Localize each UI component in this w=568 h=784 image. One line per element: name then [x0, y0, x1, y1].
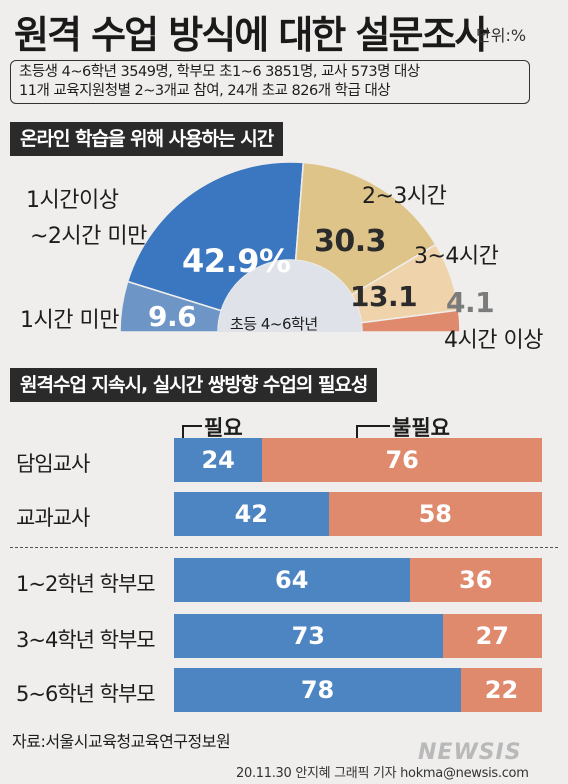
bar-segment-noneed: 22 [461, 668, 542, 712]
bar-segment-need: 73 [174, 614, 443, 658]
stacked-bar-row: 78 22 [174, 668, 542, 712]
stacked-bar-row: 42 58 [174, 492, 542, 536]
bar-row-label: 교과교사 [16, 506, 90, 530]
value-label-over4h: 4.1 [446, 286, 495, 319]
bar-row-label: 5~6학년 학부모 [16, 682, 156, 706]
donut-center [218, 260, 362, 332]
newsis-watermark: NEWSIS [418, 740, 522, 765]
label-3to4h: 3~4시간 [414, 244, 499, 269]
page-title: 원격 수업 방식에 대한 설문조사 [14, 13, 489, 57]
section-heading-realtime-need: 원격수업 지속시, 실시간 쌍방향 수업의 필요성 [10, 368, 378, 402]
bar-segment-need: 64 [174, 558, 410, 602]
legend-need-line-h [182, 425, 202, 427]
stacked-bar-row: 64 36 [174, 558, 542, 602]
bar-row-label: 담임교사 [16, 452, 90, 476]
value-label-under1h: 9.6 [148, 300, 197, 333]
bar-row-label: 3~4학년 학부모 [16, 628, 156, 652]
bar-segment-need: 78 [174, 668, 462, 712]
donut-slice-1to2h [126, 161, 305, 312]
legend-noneed-line-h [356, 425, 390, 427]
section-heading-study-time: 온라인 학습을 위해 사용하는 시간 [10, 122, 284, 156]
bar-segment-need: 42 [174, 492, 329, 536]
value-label-2to3h: 30.3 [314, 224, 387, 259]
credit-label: 20.11.30 안지혜 그래픽 기자 hokma@newsis.com [236, 766, 529, 781]
survey-info-line-1: 초등생 4~6학년 3549명, 학부모 초1~6 3851명, 교사 573명… [19, 64, 420, 80]
stacked-bar-row: 73 27 [174, 614, 542, 658]
value-label-3to4h: 13.1 [350, 280, 418, 313]
legend-noneed-line-v [356, 425, 358, 443]
label-under1h: 1시간 미만 [20, 308, 119, 333]
label-2to3h: 2~3시간 [362, 184, 447, 209]
legend-need: 필요 [204, 416, 243, 440]
survey-info-box: 초등생 4~6학년 3549명, 학부모 초1~6 3851명, 교사 573명… [10, 60, 530, 104]
unit-label: 단위:% [476, 26, 527, 45]
legend-need-line-v [182, 425, 184, 443]
bar-segment-need: 24 [174, 438, 263, 482]
label-1to2h-line2: ~2시간 미만 [30, 224, 147, 249]
source-label: 자료:서울시교육청교육연구정보원 [12, 732, 231, 751]
label-1to2h-line1: 1시간이상 [26, 188, 119, 213]
bar-row-label: 1~2학년 학부모 [16, 572, 156, 596]
bar-segment-noneed: 76 [262, 438, 542, 482]
value-label-1to2h: 42.9% [182, 242, 291, 280]
bar-segment-noneed: 27 [442, 614, 542, 658]
bar-segment-noneed: 36 [409, 558, 542, 602]
legend-noneed: 불필요 [392, 416, 450, 440]
stacked-bar-row: 24 76 [174, 438, 542, 482]
group-divider [10, 547, 558, 548]
half-donut-chart [119, 161, 461, 333]
survey-info-line-2: 11개 교육지원청별 2~3개교 참여, 24개 초교 826개 학급 대상 [19, 83, 391, 99]
bar-segment-noneed: 58 [328, 492, 542, 536]
donut-center-label: 초등 4~6학년 [230, 315, 318, 333]
label-over4h: 4시간 이상 [444, 328, 543, 353]
